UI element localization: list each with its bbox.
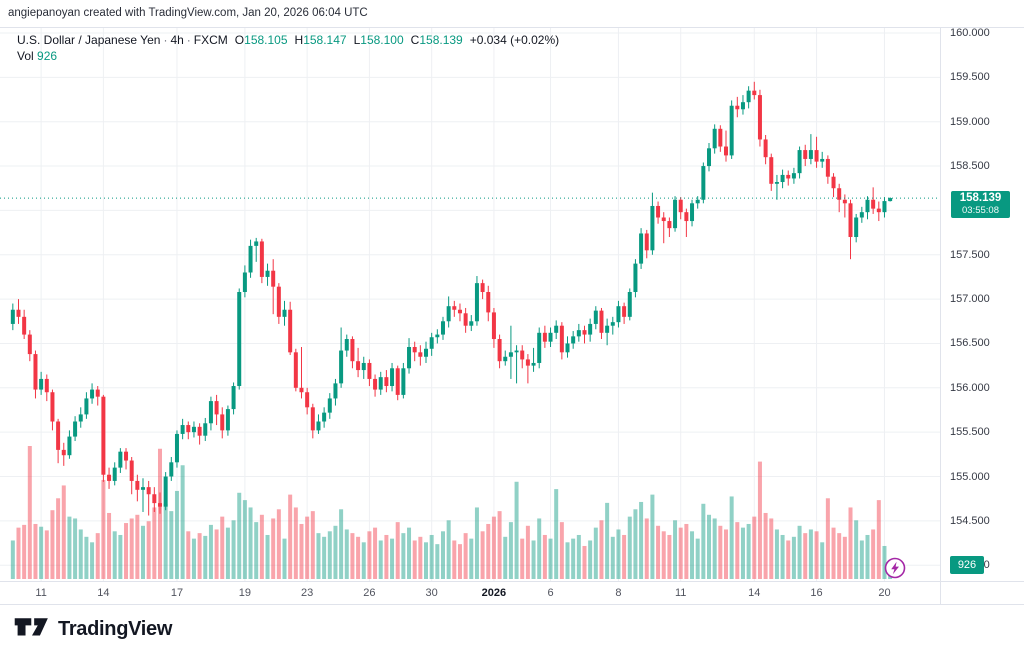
time-axis-label: 6 [547,587,554,599]
legend-volume-row: Vol 926 [17,48,559,64]
time-axis-label: 2026 [481,587,507,599]
attribution-bar: angiepanoyan created with TradingView.co… [0,0,1024,28]
price-axis-label: 157.500 [950,248,990,261]
close-value: 158.139 [419,33,463,47]
time-axis-label: 30 [425,587,438,599]
price-axis-label: 158.500 [950,160,990,173]
open-label: O [234,33,245,47]
legend-separator: · [163,33,168,47]
price-axis-label: 159.000 [950,115,990,128]
time-axis-label: 14 [748,587,761,599]
close-label: C [410,33,420,47]
time-axis-label: 20 [878,587,891,599]
low-label: L [353,33,361,47]
price-axis-label: 154.500 [950,514,990,527]
lightning-icon [884,557,906,579]
low-value: 158.100 [360,33,404,47]
tradingview-logo-mark [14,618,48,636]
time-axis-label: 17 [170,587,184,599]
tradingview-logo[interactable]: TradingView [14,616,172,642]
time-axis-label: 11 [35,587,47,599]
price-axis[interactable] [940,28,1024,581]
time-axis-label: 19 [238,587,251,599]
volume-axis-tag: 926 [950,556,984,574]
change-value: +0.034 (+0.02%) [469,33,560,47]
time-axis-label: 26 [363,587,376,599]
symbol-title[interactable]: U.S. Dollar / Japanese Yen [17,33,161,47]
price-axis-label: 159.500 [950,71,990,84]
exchange-label: FXCM [193,33,228,47]
time-axis[interactable] [0,581,940,605]
time-axis-label: 11 [674,587,687,599]
time-axis-label: 16 [810,587,823,599]
last-price-value: 158.139 [959,192,1002,205]
high-value: 158.147 [303,33,347,47]
price-axis-label: 156.500 [950,337,990,350]
interval-label[interactable]: 4h [170,33,184,47]
legend-separator: · [186,33,191,47]
open-value: 158.105 [244,33,288,47]
attribution-text: angiepanoyan created with TradingView.co… [8,7,368,19]
chart-plot[interactable] [0,28,1024,605]
tradingview-logo-text: TradingView [58,617,173,640]
volume-value: 926 [37,49,58,63]
price-axis-label: 157.000 [950,293,990,306]
time-axis-label: 14 [97,587,110,599]
price-axis-label: 155.500 [950,426,990,439]
price-axis-label: 155.000 [950,470,990,483]
time-axis-label: 23 [301,587,314,599]
chart-legend: U.S. Dollar / Japanese Yen · 4h · FXCM O158.1… [17,32,559,64]
boost-button[interactable] [884,557,906,579]
time-axis-label: 8 [615,587,622,599]
last-price-tag: 158.139 03:55:08 [951,191,1010,219]
bar-countdown: 03:55:08 [962,205,999,217]
price-axis-label: 156.000 [950,381,990,394]
legend-symbol-row: U.S. Dollar / Japanese Yen · 4h · FXCM O158.1… [17,32,559,48]
price-axis-label: 160.000 [950,27,990,39]
volume-label: Vol [17,49,34,63]
high-label: H [294,33,304,47]
